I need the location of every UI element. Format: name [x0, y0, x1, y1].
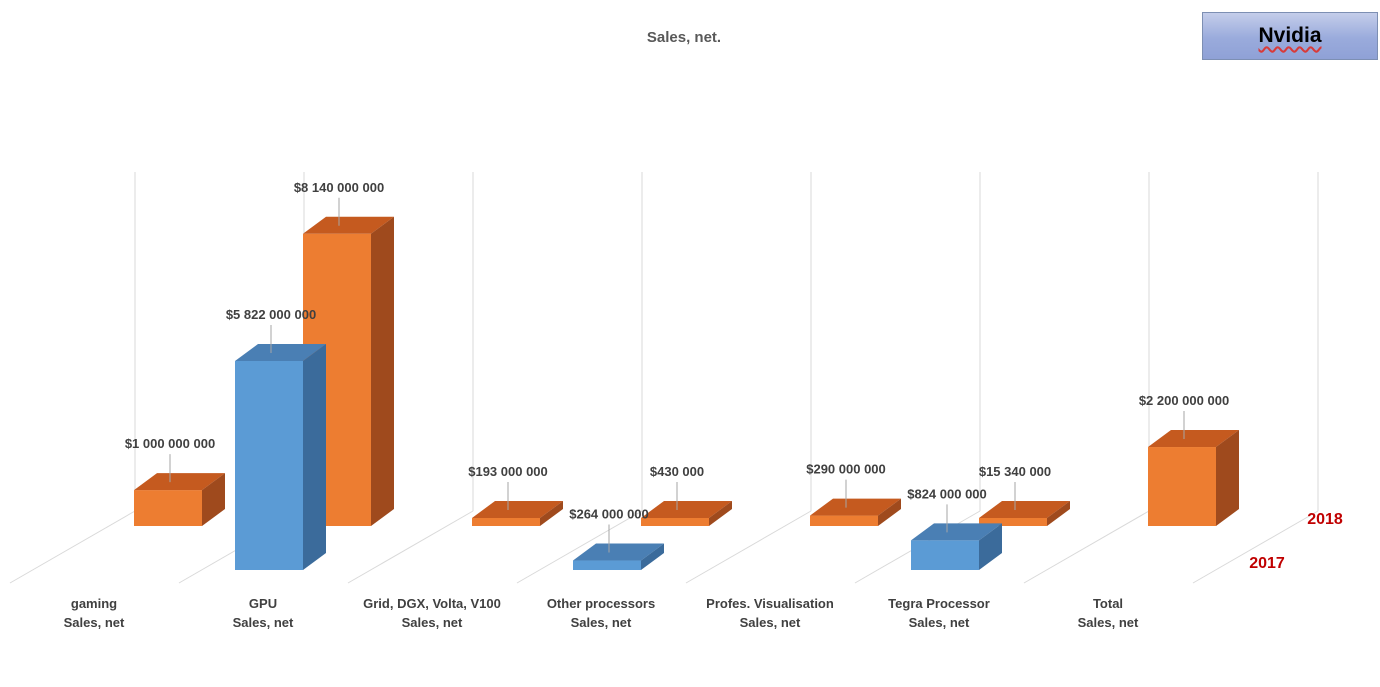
category-label: Sales, net	[571, 615, 632, 630]
bar-side	[540, 501, 563, 526]
bar-front	[573, 560, 641, 570]
bar-front	[235, 361, 303, 570]
bar-front	[1148, 447, 1216, 526]
category-label: Sales, net	[402, 615, 463, 630]
data-label: $193 000 000	[468, 464, 548, 479]
data-label: $15 340 000	[979, 464, 1051, 479]
category-label: Grid, DGX, Volta, V100	[363, 596, 501, 611]
bar-top	[235, 344, 326, 361]
nvidia-badge: Nvidia	[1202, 12, 1378, 60]
nvidia-badge-label: Nvidia	[1258, 24, 1322, 47]
category-label: GPU	[249, 596, 277, 611]
bar-side	[1047, 501, 1070, 526]
floor-gridline	[347, 510, 474, 584]
bar-top	[303, 216, 394, 234]
chart-data-labels: $1 000 000 000 $8 140 000 000 $193 000 000…	[125, 180, 1229, 553]
bar-top	[911, 523, 1002, 541]
bar-front	[979, 518, 1047, 526]
category-label: Sales, net	[740, 615, 801, 630]
data-label: $824 000 000	[907, 486, 987, 501]
category-label: Sales, net	[909, 615, 970, 630]
bar-side	[303, 344, 326, 570]
floor-gridline	[9, 510, 136, 584]
chart-bars	[134, 216, 1239, 570]
chart-gridlines	[9, 172, 1319, 584]
category-label: Total	[1093, 596, 1123, 611]
floor-gridline	[685, 510, 812, 584]
chart-series-labels: 2017 2018	[1249, 511, 1343, 572]
bar-front	[810, 515, 878, 526]
bar-side	[1216, 430, 1239, 526]
data-label: $2 200 000 000	[1139, 393, 1229, 408]
data-label: $5 822 000 000	[226, 307, 316, 322]
chart-title: Sales, net.	[647, 29, 721, 46]
bar-side	[979, 523, 1002, 570]
bar-top	[1148, 430, 1239, 448]
data-label: $1 000 000 000	[125, 436, 215, 451]
data-label: $264 000 000	[569, 507, 649, 522]
floor-gridline	[516, 510, 643, 584]
data-label: $8 140 000 000	[294, 180, 384, 195]
bar-side	[641, 543, 664, 570]
chart-category-labels: gaming Sales, net GPU Sales, net Grid, DGX, …	[64, 596, 1139, 630]
bar-top	[810, 498, 901, 516]
series-label: 2018	[1307, 511, 1343, 528]
bar-front	[641, 518, 709, 526]
floor-gridline	[1023, 510, 1150, 584]
category-label: Sales, net	[1078, 615, 1139, 630]
data-label: $290 000 000	[806, 462, 886, 477]
bar-front	[472, 518, 540, 526]
bar-side	[709, 501, 732, 526]
bar-front	[911, 540, 979, 570]
bar-top	[472, 501, 563, 518]
category-label: Profes. Visualisation	[706, 596, 834, 611]
bar-top	[979, 501, 1070, 518]
bar-top	[134, 473, 225, 491]
bar-side	[202, 473, 225, 526]
floor-gridline	[1192, 510, 1319, 584]
category-label: Sales, net	[233, 615, 294, 630]
series-label: 2017	[1249, 555, 1285, 572]
data-label: $430 000	[650, 464, 704, 479]
bar-side	[371, 216, 394, 526]
bar-front	[134, 490, 202, 526]
bar-top	[641, 501, 732, 518]
bar-top	[573, 543, 664, 561]
category-label: gaming	[71, 596, 117, 611]
bar-side	[878, 498, 901, 526]
category-label: Other processors	[547, 596, 655, 611]
category-label: Sales, net	[64, 615, 125, 630]
category-label: Tegra Processor	[888, 596, 990, 611]
